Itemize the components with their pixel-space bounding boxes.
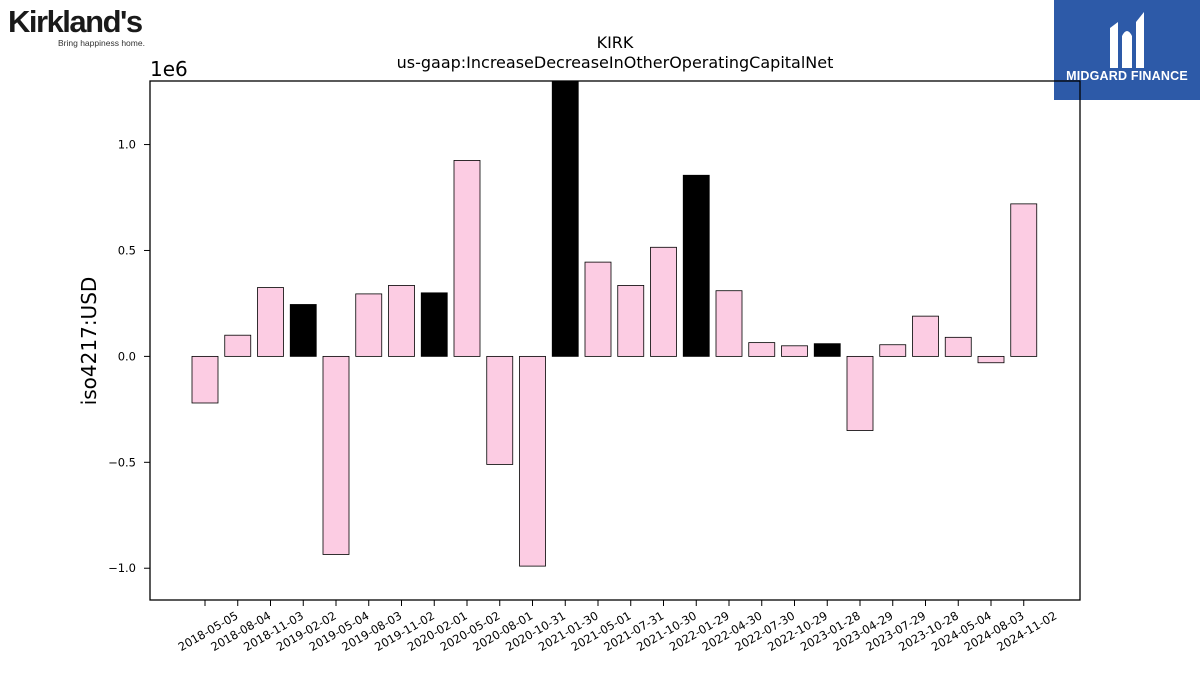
bar-2021-07-31	[617, 285, 645, 357]
bar-2023-07-29	[879, 344, 907, 357]
bar-2022-10-29	[781, 345, 808, 357]
bar-2023-01-28	[813, 343, 841, 357]
bar-2018-08-04	[224, 334, 252, 357]
bar-2020-02-01	[420, 292, 448, 357]
midgard-finance-logo: MIDGARD FINANCE	[1054, 0, 1200, 100]
bar-2019-02-02	[289, 304, 317, 357]
bars-group	[191, 80, 1038, 567]
y-axis-label: iso4217:USD	[77, 277, 101, 406]
chart-subtitle: us-gaap:IncreaseDecreaseInOtherOperating…	[397, 53, 834, 72]
bar-2019-05-04	[322, 355, 350, 555]
bar-2021-05-01	[584, 261, 612, 357]
bar-2024-11-02	[1010, 203, 1038, 357]
midgard-emblem-icon	[1110, 12, 1144, 68]
y-tick-label: 0.5	[118, 243, 136, 257]
bar-2023-04-29	[846, 355, 874, 431]
bar-2024-08-03	[977, 355, 1005, 364]
y-tick-label: 1.0	[118, 138, 136, 152]
bar-2022-01-29	[682, 174, 710, 357]
y-tick-label: −1.0	[108, 561, 136, 575]
bar-2021-01-30	[551, 80, 579, 357]
bar-2019-11-02	[388, 285, 415, 357]
bar-2018-11-03	[257, 287, 284, 357]
plot-frame	[149, 80, 1081, 601]
bar-2022-04-30	[715, 290, 743, 357]
bar-2020-05-02	[453, 160, 481, 357]
midgard-finance-name: MIDGARD FINANCE	[1066, 69, 1188, 83]
kirklands-logo: Kirkland's Bring happiness home.	[8, 4, 158, 48]
chart-title: KIRK	[597, 33, 634, 52]
bar-2020-10-31	[519, 355, 546, 567]
y-tick-label: −0.5	[108, 455, 136, 469]
y-ticks-group: −1.0 −0.5 0.0 0.5 1.0	[108, 138, 150, 575]
kirklands-wordmark: Kirkland's	[8, 4, 143, 39]
x-ticks-group: 2018-05-052018-08-042018-11-032019-02-02…	[176, 600, 1059, 654]
bar-2023-10-28	[912, 315, 939, 357]
kirklands-tagline: Bring happiness home.	[58, 38, 145, 48]
bar-2021-10-30	[650, 246, 677, 357]
bar-2018-05-05	[191, 355, 219, 404]
bar-2024-05-04	[944, 336, 972, 357]
bar-2020-08-01	[486, 355, 514, 465]
y-tick-label: 0.0	[118, 349, 136, 363]
y-offset-label: 1e6	[150, 57, 188, 81]
bar-2019-08-03	[355, 293, 383, 357]
bar-2022-07-30	[748, 342, 776, 357]
